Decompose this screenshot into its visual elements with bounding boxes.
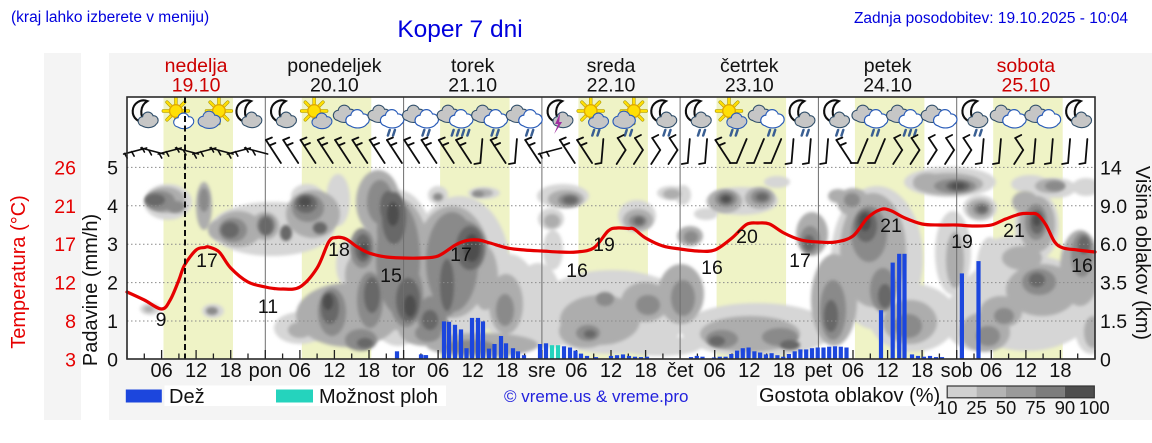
svg-text:(kraj lahko izberete v meniju): (kraj lahko izberete v meniju) <box>11 9 209 26</box>
svg-text:sobota: sobota <box>997 55 1056 77</box>
svg-text:12: 12 <box>323 360 345 382</box>
svg-text:9: 9 <box>156 309 167 331</box>
svg-text:3.5: 3.5 <box>1100 273 1127 295</box>
svg-text:1: 1 <box>107 311 118 333</box>
svg-text:2: 2 <box>107 273 118 295</box>
svg-text:© vreme.us & vreme.pro: © vreme.us & vreme.pro <box>504 387 688 406</box>
svg-text:06: 06 <box>565 360 587 382</box>
svg-text:22.10: 22.10 <box>587 75 636 97</box>
svg-text:Možnost ploh: Možnost ploh <box>319 386 438 408</box>
svg-text:50: 50 <box>996 397 1017 418</box>
svg-text:nedelja: nedelja <box>165 55 228 77</box>
svg-text:90: 90 <box>1055 397 1076 418</box>
svg-text:26: 26 <box>54 157 76 179</box>
svg-text:0: 0 <box>107 349 118 371</box>
svg-text:18: 18 <box>634 360 656 382</box>
svg-text:18: 18 <box>1049 360 1071 382</box>
svg-text:sreda: sreda <box>587 55 636 77</box>
svg-text:12: 12 <box>1015 360 1037 382</box>
svg-text:Koper 7 dni: Koper 7 dni <box>397 16 522 43</box>
svg-text:23.10: 23.10 <box>725 75 774 97</box>
svg-text:12: 12 <box>185 360 207 382</box>
svg-text:torek: torek <box>451 55 495 77</box>
svg-text:18: 18 <box>328 239 350 261</box>
svg-text:17: 17 <box>196 250 218 272</box>
svg-text:3: 3 <box>107 234 118 256</box>
svg-text:sob: sob <box>941 360 973 382</box>
svg-text:16: 16 <box>1071 255 1093 277</box>
svg-text:100: 100 <box>1079 397 1110 418</box>
svg-text:6.0: 6.0 <box>1100 234 1127 256</box>
svg-text:Zadnja posodobitev: 19.10.2025: Zadnja posodobitev: 19.10.2025 - 10:04 <box>854 10 1128 27</box>
svg-text:pet: pet <box>804 360 832 382</box>
svg-text:06: 06 <box>289 360 311 382</box>
svg-text:75: 75 <box>1025 397 1046 418</box>
svg-text:16: 16 <box>701 257 723 279</box>
svg-text:ponedeljek: ponedeljek <box>287 55 382 77</box>
svg-text:17: 17 <box>54 234 76 256</box>
svg-text:čet: čet <box>667 360 694 382</box>
svg-text:17: 17 <box>450 244 472 266</box>
svg-text:Višina oblakov (km): Višina oblakov (km) <box>1131 166 1152 340</box>
svg-text:12: 12 <box>54 273 76 295</box>
svg-text:sre: sre <box>528 360 556 382</box>
svg-text:21.10: 21.10 <box>448 75 497 97</box>
svg-text:Dež: Dež <box>169 386 205 408</box>
svg-text:Padavine (mm/h): Padavine (mm/h) <box>80 214 102 366</box>
svg-text:21: 21 <box>880 215 902 237</box>
svg-text:20: 20 <box>736 226 758 248</box>
svg-text:0: 0 <box>1100 349 1111 371</box>
svg-text:18: 18 <box>911 360 933 382</box>
svg-text:17: 17 <box>789 250 811 272</box>
svg-text:21: 21 <box>54 196 76 218</box>
svg-text:24.10: 24.10 <box>863 75 912 97</box>
svg-text:12: 12 <box>738 360 760 382</box>
svg-text:06: 06 <box>427 360 449 382</box>
svg-text:21: 21 <box>1003 220 1025 242</box>
svg-text:20.10: 20.10 <box>310 75 359 97</box>
svg-text:Temperatura (°C): Temperatura (°C) <box>8 195 30 349</box>
svg-text:5: 5 <box>107 157 118 179</box>
svg-text:06: 06 <box>150 360 172 382</box>
svg-text:19: 19 <box>593 234 615 256</box>
svg-text:19.10: 19.10 <box>172 75 221 97</box>
svg-text:06: 06 <box>704 360 726 382</box>
svg-text:12: 12 <box>876 360 898 382</box>
svg-text:12: 12 <box>600 360 622 382</box>
svg-text:25.10: 25.10 <box>1001 75 1050 97</box>
svg-text:11: 11 <box>258 296 278 318</box>
svg-text:3: 3 <box>65 349 76 371</box>
svg-text:06: 06 <box>980 360 1002 382</box>
svg-text:4: 4 <box>107 196 118 218</box>
svg-text:12: 12 <box>462 360 484 382</box>
svg-text:06: 06 <box>842 360 864 382</box>
svg-text:10: 10 <box>937 397 958 418</box>
svg-text:9.0: 9.0 <box>1100 196 1127 218</box>
svg-text:pon: pon <box>249 360 282 382</box>
svg-text:tor: tor <box>392 360 416 382</box>
svg-text:14: 14 <box>1100 157 1122 179</box>
svg-text:18: 18 <box>496 360 518 382</box>
svg-text:1.5: 1.5 <box>1100 311 1127 333</box>
svg-text:15: 15 <box>380 265 402 287</box>
svg-text:petek: petek <box>864 55 912 77</box>
svg-text:Gostota oblakov (%): Gostota oblakov (%) <box>759 385 940 407</box>
svg-text:25: 25 <box>966 397 987 418</box>
svg-text:18: 18 <box>773 360 795 382</box>
svg-text:18: 18 <box>220 360 242 382</box>
svg-text:18: 18 <box>358 360 380 382</box>
svg-text:16: 16 <box>566 260 588 282</box>
svg-text:8: 8 <box>65 311 76 333</box>
svg-text:19: 19 <box>951 231 973 253</box>
svg-text:četrtek: četrtek <box>720 55 779 77</box>
